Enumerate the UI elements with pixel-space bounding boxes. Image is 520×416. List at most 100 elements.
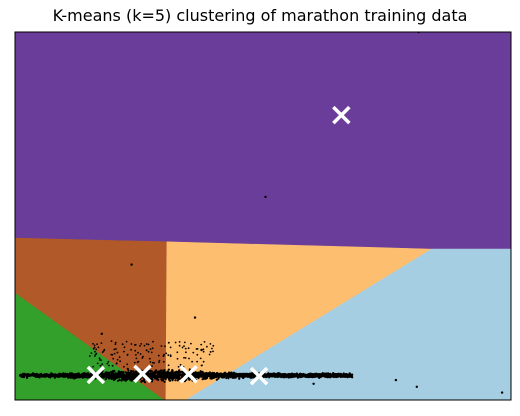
data-point <box>212 351 214 353</box>
data-point <box>128 376 130 378</box>
data-point <box>203 351 205 353</box>
data-point <box>52 375 54 377</box>
data-point <box>119 356 121 358</box>
outlier-point <box>101 333 103 335</box>
data-point <box>210 351 212 353</box>
data-point <box>164 345 166 347</box>
data-point <box>178 366 180 368</box>
data-point <box>26 377 28 379</box>
data-point <box>278 372 280 374</box>
data-point <box>153 374 155 376</box>
data-point <box>89 355 91 357</box>
data-point <box>240 373 242 375</box>
data-point <box>131 378 133 380</box>
data-point <box>59 375 61 377</box>
data-point <box>134 362 136 364</box>
data-point <box>269 374 271 376</box>
data-point <box>67 376 69 378</box>
data-point <box>126 363 128 365</box>
data-point <box>125 380 127 382</box>
data-point <box>119 374 121 376</box>
data-point <box>80 374 82 376</box>
data-point <box>123 379 125 381</box>
data-point <box>211 376 213 378</box>
data-point <box>113 349 115 351</box>
data-point <box>84 374 86 376</box>
outlier-point <box>395 379 397 381</box>
data-point <box>177 358 179 360</box>
data-point <box>148 351 150 353</box>
data-point <box>337 373 339 375</box>
data-point <box>183 357 185 359</box>
data-point <box>162 376 164 378</box>
data-point <box>204 341 206 343</box>
data-point <box>212 372 214 374</box>
data-point <box>200 358 202 360</box>
data-point <box>203 373 205 375</box>
data-point <box>157 379 159 381</box>
data-point <box>54 374 56 376</box>
data-point <box>348 374 350 376</box>
data-point <box>151 374 153 376</box>
data-point <box>152 341 154 343</box>
data-point <box>155 369 157 371</box>
data-point <box>102 351 104 353</box>
data-point <box>171 376 173 378</box>
data-point <box>190 343 192 345</box>
data-point <box>171 378 173 380</box>
data-point <box>179 345 181 347</box>
data-point <box>137 361 139 363</box>
data-point <box>148 344 150 346</box>
data-point <box>84 372 86 374</box>
data-point <box>158 361 160 363</box>
data-point <box>99 357 101 359</box>
outlier-point <box>312 383 314 385</box>
data-point <box>45 374 47 376</box>
data-point <box>72 373 74 375</box>
data-point <box>40 375 42 377</box>
data-point <box>140 353 142 355</box>
data-point <box>115 376 117 378</box>
data-point <box>150 348 152 350</box>
data-point <box>161 345 163 347</box>
data-point <box>131 343 133 345</box>
data-point <box>127 368 129 370</box>
data-point <box>127 354 129 356</box>
data-point <box>266 374 268 376</box>
data-point <box>332 374 334 376</box>
data-point <box>109 374 111 376</box>
data-point <box>237 375 239 377</box>
data-point <box>227 373 229 375</box>
data-point <box>19 375 21 377</box>
data-point <box>111 354 113 356</box>
data-point <box>152 347 154 349</box>
data-point <box>112 365 114 367</box>
data-point <box>158 355 160 357</box>
data-point <box>129 375 131 377</box>
data-point <box>94 347 96 349</box>
data-point <box>163 355 165 357</box>
data-point <box>171 371 173 373</box>
data-point <box>119 360 121 362</box>
data-point <box>170 354 172 356</box>
data-point <box>285 376 287 378</box>
data-point <box>275 375 277 377</box>
data-point <box>289 374 291 376</box>
data-point <box>202 378 204 380</box>
data-point <box>30 374 32 376</box>
data-point <box>183 345 185 347</box>
data-point <box>108 361 110 363</box>
data-point <box>177 371 179 373</box>
data-point <box>150 361 152 363</box>
data-point <box>159 360 161 362</box>
data-point <box>94 345 96 347</box>
data-point <box>111 372 113 374</box>
data-point <box>306 374 308 376</box>
data-point <box>210 343 212 345</box>
data-point <box>168 342 170 344</box>
data-point <box>163 371 165 373</box>
data-point <box>151 352 153 354</box>
data-point <box>118 372 120 374</box>
data-point <box>114 353 116 355</box>
